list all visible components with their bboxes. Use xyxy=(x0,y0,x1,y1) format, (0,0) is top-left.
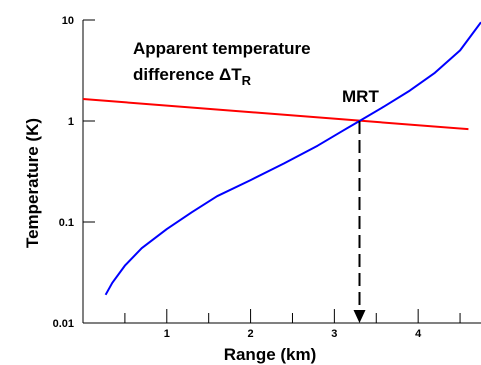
threshold-temperature-curve xyxy=(104,21,481,296)
mrt-label: MRT xyxy=(342,87,379,106)
y-tick-label: 1 xyxy=(68,116,74,128)
y-tick-label: 10 xyxy=(62,15,74,27)
y-tick-label: 0.1 xyxy=(59,217,74,229)
annotation-line-2: difference ΔTR xyxy=(133,65,252,88)
apparent-temperature-line xyxy=(82,98,469,131)
annotation-difference: difference xyxy=(133,65,219,84)
annotation-t: T xyxy=(231,65,242,84)
mrt-marker xyxy=(353,121,366,323)
annotation-subscript: R xyxy=(242,73,252,88)
axes xyxy=(82,20,481,324)
annotation-line-1: Apparent temperature xyxy=(133,39,311,58)
annotation-delta: Δ xyxy=(219,65,231,84)
x-tick-label: 4 xyxy=(415,328,422,340)
x-tick-label: 3 xyxy=(331,328,337,340)
x-tick-label: 2 xyxy=(248,328,254,340)
x-tick-label: 1 xyxy=(164,328,170,340)
series-layer xyxy=(82,21,481,296)
mrt-arrowhead xyxy=(353,310,366,323)
y-tick-label: 0.01 xyxy=(53,318,74,330)
ticks: 1 2 3 4 0.01 0.1 1 10 xyxy=(53,15,461,340)
x-axis-title: Range (km) xyxy=(224,345,317,364)
y-axis-title: Temperature (K) xyxy=(23,118,42,248)
